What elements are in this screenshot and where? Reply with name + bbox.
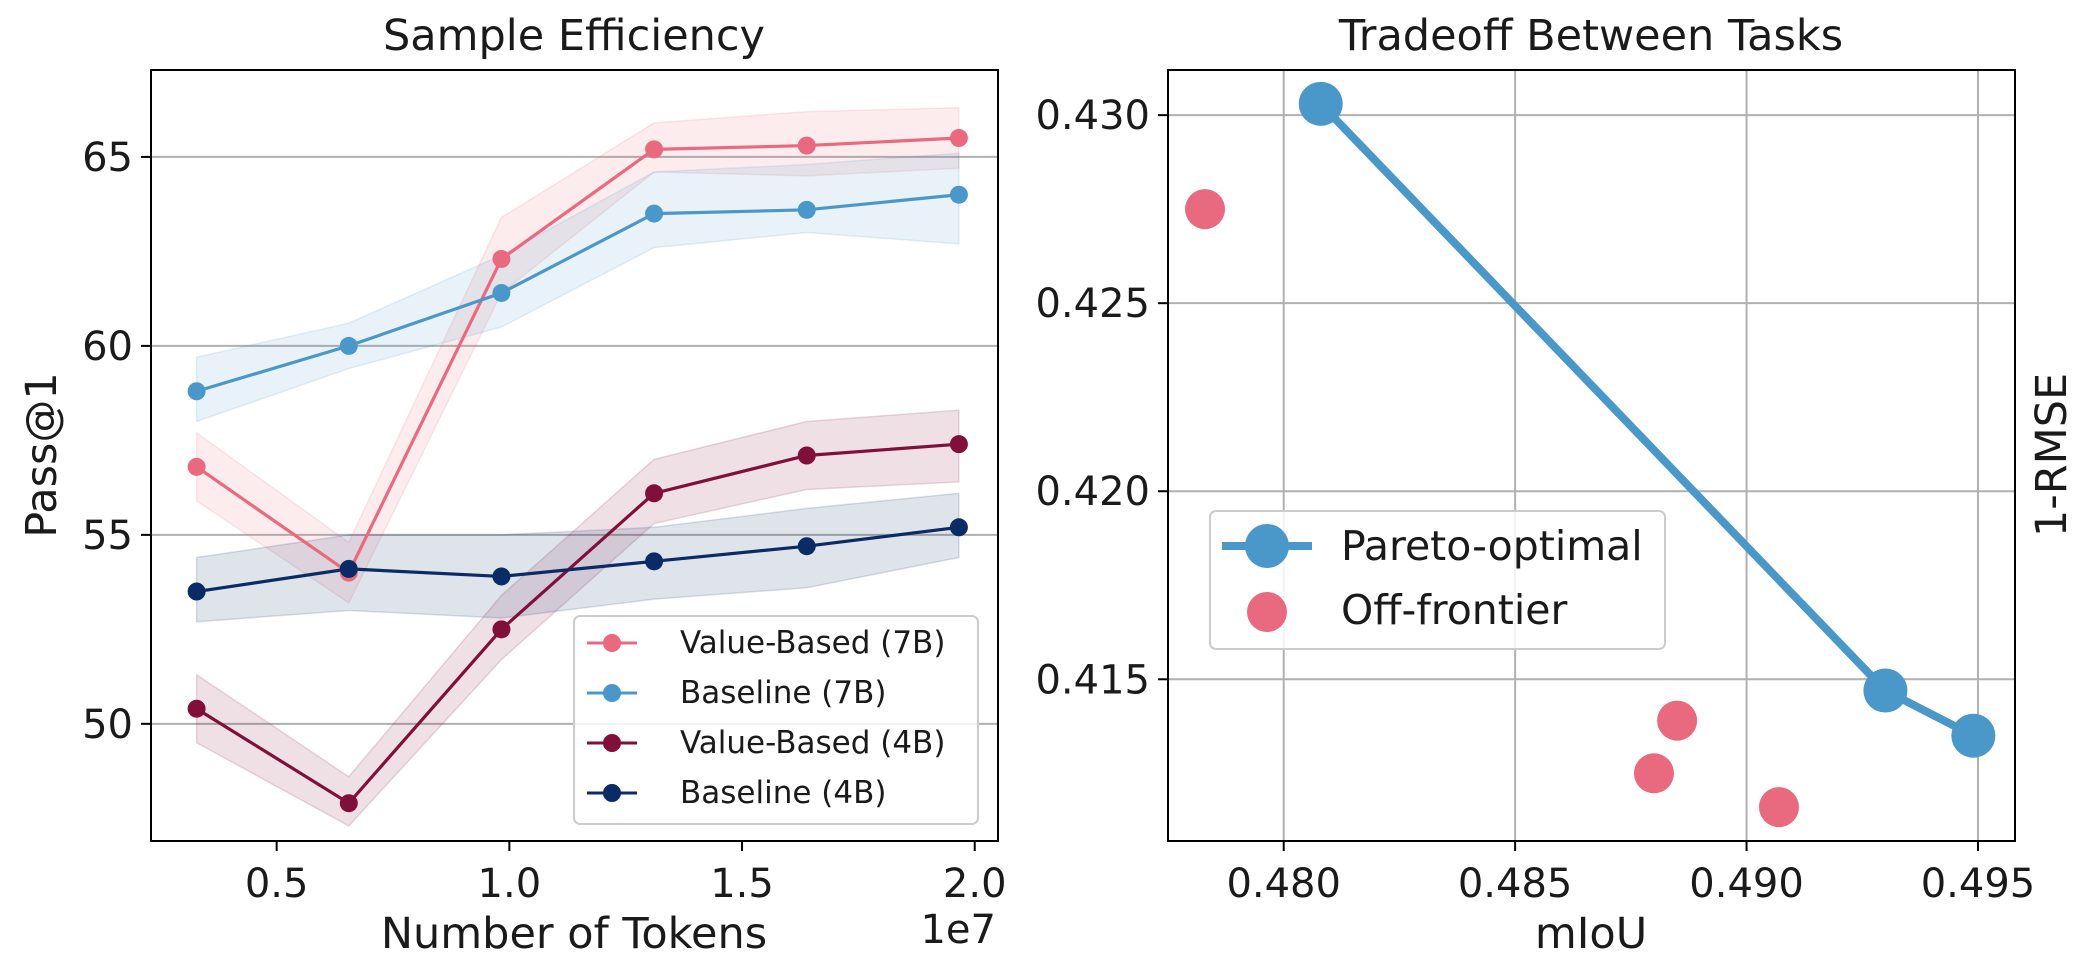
legend-label: Off-frontier <box>1341 586 1567 634</box>
right-x-tick-label: 0.480 <box>1226 861 1341 907</box>
line-value-based-4b <box>195 442 960 806</box>
point-off-frontier <box>1633 753 1674 794</box>
right-chart: 0.480 0.485 0.490 0.495 0.415 0.420 0.425 0.43… <box>1035 11 2077 959</box>
point-baseline-7b <box>339 336 358 355</box>
point-value-based-7b <box>492 249 511 268</box>
legend-label: Baseline (7B) <box>680 675 886 711</box>
right-x-tick-label: 0.490 <box>1689 861 1804 907</box>
left-x-axis-label: Number of Tokens <box>381 909 767 959</box>
point-off-frontier <box>1185 189 1226 230</box>
left-y-axis-label: Pass@1 <box>17 372 67 538</box>
right-y-tick-label: 0.430 <box>1035 93 1150 139</box>
legend-label: Pareto-optimal <box>1341 522 1643 570</box>
left-legend-box <box>573 615 979 825</box>
point-baseline-7b <box>187 382 206 401</box>
left-legend: Value-Based (7B) Baseline (7B) Value-Bas… <box>573 615 979 825</box>
left-plot-frame <box>150 69 999 842</box>
band-value-based-7b <box>195 107 960 604</box>
right-chart-title: Tradeoff Between Tasks <box>1338 11 1843 61</box>
right-y-axis-label: 1-RMSE <box>2027 373 2077 537</box>
legend-entry-baseline-7b: Baseline (7B) <box>587 675 886 711</box>
left-x-tick-label: 2.0 <box>943 861 1007 907</box>
line-baseline-4b <box>196 525 960 594</box>
point-value-based-4b <box>492 620 511 639</box>
legend-label: Baseline (4B) <box>680 775 886 811</box>
right-x-ticks: 0.480 0.485 0.490 0.495 <box>1226 841 2035 907</box>
legend-entry-value-based-4b: Value-Based (4B) <box>587 725 945 761</box>
left-chart-title: Sample Efficiency <box>383 11 765 61</box>
point-baseline-7b <box>797 200 816 219</box>
right-legend-box <box>1209 510 1666 650</box>
point-value-based-4b <box>187 699 206 718</box>
left-y-tick-label: 60 <box>82 324 133 370</box>
right-legend: Pareto-optimal Off-frontier <box>1209 510 1666 650</box>
legend-entry-off-frontier: Off-frontier <box>1247 586 1567 634</box>
legend-swatch-marker <box>603 784 621 802</box>
point-off-frontier <box>1758 787 1799 828</box>
point-pareto-optimal <box>1298 81 1343 126</box>
right-grid <box>1168 70 2015 841</box>
left-x-tick-label: 1.0 <box>478 861 542 907</box>
legend-label: Value-Based (4B) <box>680 725 945 761</box>
right-y-tick-label: 0.420 <box>1035 469 1150 515</box>
point-pareto-optimal <box>1951 713 1996 758</box>
left-series-points <box>187 129 968 813</box>
left-y-ticks: 50 55 60 65 <box>82 135 151 748</box>
left-x-tick-label: 0.5 <box>245 861 309 907</box>
right-x-tick-label: 0.495 <box>1921 861 2036 907</box>
point-value-based-4b <box>949 435 968 454</box>
point-baseline-4b <box>492 567 511 586</box>
right-x-axis-label: mIoU <box>1535 909 1647 959</box>
legend-swatch-marker <box>603 734 621 752</box>
point-baseline-4b <box>949 518 968 537</box>
legend-swatch-marker <box>603 634 621 652</box>
point-pareto-optimal <box>1863 668 1908 713</box>
point-baseline-7b <box>949 185 968 204</box>
right-series-points <box>1185 81 1996 828</box>
right-y-tick-label: 0.415 <box>1035 657 1150 703</box>
legend-entry-value-based-7b: Value-Based (7B) <box>587 625 945 661</box>
point-value-based-7b <box>187 457 206 476</box>
point-value-based-7b <box>645 140 664 159</box>
right-plot-background <box>1168 70 2015 841</box>
legend-swatch-marker <box>603 684 621 702</box>
legend-entry-baseline-4b: Baseline (4B) <box>587 775 886 811</box>
left-y-tick-label: 65 <box>82 135 133 181</box>
point-value-based-4b <box>797 446 816 465</box>
left-x-ticks: 0.5 1.0 1.5 2.0 <box>245 841 1007 907</box>
point-baseline-4b <box>797 537 816 556</box>
point-value-based-7b <box>949 129 968 148</box>
band-value-based-4b <box>195 409 960 827</box>
point-value-based-4b <box>645 484 664 503</box>
point-baseline-4b <box>339 559 358 578</box>
left-y-tick-label: 50 <box>82 702 133 748</box>
point-baseline-7b <box>645 204 664 223</box>
point-baseline-4b <box>187 582 206 601</box>
right-x-tick-label: 0.485 <box>1458 861 1573 907</box>
left-y-tick-label: 55 <box>82 513 133 559</box>
point-baseline-4b <box>645 552 664 571</box>
right-y-ticks: 0.415 0.420 0.425 0.430 <box>1035 93 1168 703</box>
point-value-based-7b <box>797 136 816 155</box>
band-baseline-4b <box>195 492 960 623</box>
left-x-tick-label: 1.5 <box>710 861 774 907</box>
legend-swatch-marker <box>1247 592 1287 632</box>
point-baseline-7b <box>492 283 511 302</box>
right-plot-frame <box>1167 69 2016 842</box>
right-y-tick-label: 0.425 <box>1035 281 1150 327</box>
point-value-based-4b <box>339 794 358 813</box>
left-series-lines <box>195 136 960 806</box>
legend-entry-pareto-optimal: Pareto-optimal <box>1222 522 1643 570</box>
line-baseline-7b <box>196 193 960 393</box>
line-value-based-7b <box>195 136 959 576</box>
point-off-frontier <box>1657 700 1698 741</box>
left-confidence-bands <box>195 107 960 827</box>
legend-label: Value-Based (7B) <box>680 625 945 661</box>
left-x-offset-label: 1e7 <box>920 907 996 953</box>
legend-swatch-marker <box>1245 524 1289 568</box>
